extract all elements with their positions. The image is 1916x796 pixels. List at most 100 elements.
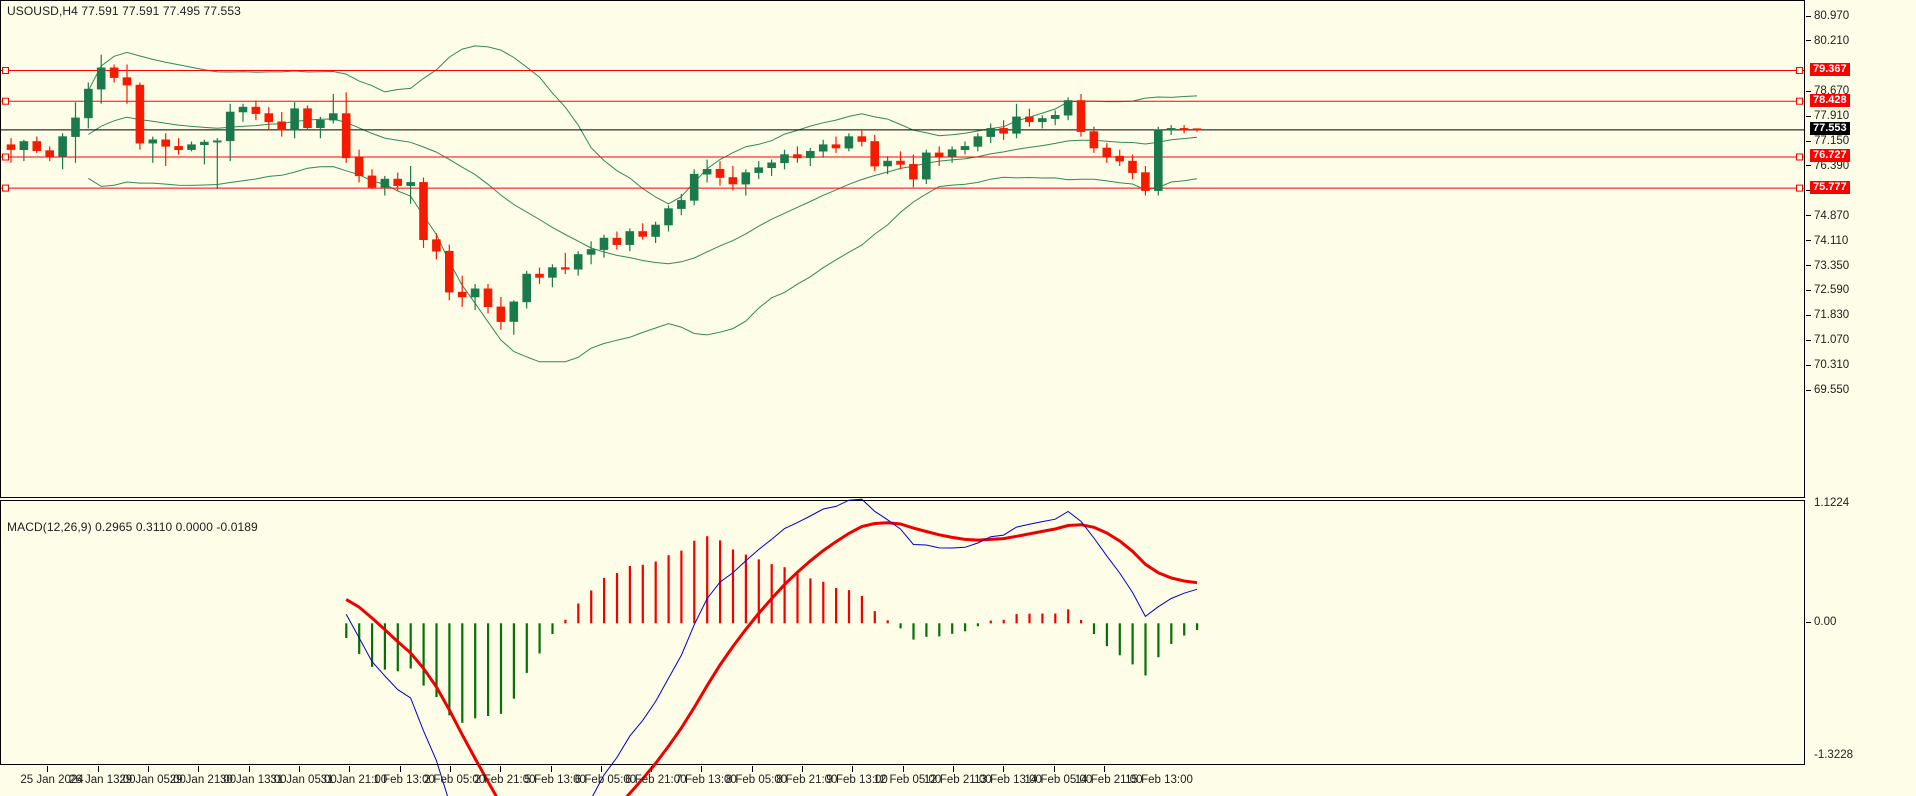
candlestick (264, 107, 274, 130)
candlestick (818, 139, 828, 158)
price-axis-tick: 73.350 (1806, 260, 1849, 272)
price-level-tag[interactable]: 76.727 (1810, 149, 1850, 163)
candle-body (251, 106, 261, 114)
macd-histogram-bar (590, 590, 593, 624)
candle-body (1076, 100, 1086, 132)
candlestick (664, 205, 673, 232)
price-axis-tick: 69.550 (1806, 384, 1849, 396)
macd-histogram-bar (706, 536, 709, 624)
price-level-handle[interactable] (1796, 67, 1803, 74)
candle-body (457, 291, 467, 298)
candlestick (251, 100, 261, 121)
candlestick (986, 123, 996, 144)
candle-body (651, 224, 660, 237)
candle-body (45, 150, 55, 157)
candlestick (754, 161, 764, 180)
candlestick (741, 169, 751, 196)
macd-histogram-bar (783, 567, 786, 624)
macd-histogram-bar (1054, 613, 1057, 624)
macd-histogram-bar (641, 564, 644, 624)
price-level-tag[interactable]: 78.428 (1810, 93, 1850, 107)
macd-histogram-bar (1015, 614, 1018, 624)
macd-histogram-bar (964, 623, 967, 632)
candlestick (444, 244, 454, 301)
candlestick (238, 103, 248, 122)
time-axis-tick (298, 766, 300, 772)
price-level-handle[interactable] (2, 153, 9, 161)
candlestick (844, 133, 854, 152)
candlestick (483, 283, 493, 314)
price-level-handle[interactable] (1796, 97, 1803, 105)
macd-histogram-bar (796, 573, 799, 624)
candlestick (6, 138, 16, 163)
macd-histogram-bar (564, 619, 567, 624)
candle-body (689, 173, 699, 201)
candle-body (1115, 155, 1124, 162)
macd-axis-tick: 1.1224 (1814, 497, 1850, 509)
macd-histogram-bar (1118, 623, 1121, 656)
macd-histogram-bar (847, 590, 851, 624)
macd-histogram-bar (499, 623, 503, 714)
candlestick (161, 133, 170, 166)
bollinger-lower-band (88, 166, 1198, 363)
price-chart-panel[interactable] (0, 0, 1805, 498)
price-level-handle[interactable] (2, 67, 9, 74)
candlestick (535, 267, 544, 284)
price-level-handle[interactable] (1796, 184, 1803, 192)
price-level-tag[interactable]: 79.367 (1810, 62, 1850, 76)
macd-histogram-bar (422, 623, 425, 686)
time-axis-label: 2 Feb 21:00 (474, 774, 536, 786)
price-level-handle[interactable] (2, 184, 9, 192)
candlestick (303, 105, 312, 130)
candle-body (960, 146, 970, 150)
time-axis-tick (248, 766, 250, 772)
candlestick (522, 270, 532, 309)
price-level-handle[interactable] (2, 97, 9, 105)
time-axis-tick (500, 766, 502, 772)
candle-body (432, 239, 441, 252)
macd-chart-canvas (345, 498, 1199, 796)
candlestick (71, 102, 80, 163)
price-axis-tick: 72.590 (1806, 284, 1849, 296)
candlestick (1063, 97, 1073, 121)
macd-histogram-bar (1144, 623, 1147, 676)
macd-indicator-panel[interactable] (0, 498, 1805, 796)
macd-histogram-bar (628, 566, 631, 624)
candle-body (1192, 128, 1202, 131)
candlestick (277, 112, 287, 137)
candlestick (58, 133, 67, 170)
candle-body (238, 106, 248, 113)
candle-body (947, 149, 957, 157)
macd-histogram-bar (951, 623, 954, 634)
candle-body (548, 267, 557, 278)
candle-body (702, 169, 712, 175)
macd-histogram-bar (925, 623, 928, 637)
candle-body (818, 144, 828, 152)
macd-histogram-bar (487, 623, 490, 716)
candlestick (548, 264, 557, 288)
price-level-handle[interactable] (1796, 153, 1803, 161)
price-axis[interactable]: 80.97080.21078.67077.91077.15076.39075.6… (1806, 0, 1916, 765)
macd-histogram-bar (474, 623, 477, 719)
macd-histogram-bar (1067, 609, 1070, 624)
time-axis-label: 15 Feb 13:00 (1125, 774, 1193, 786)
price-axis-tick: 76.390 (1806, 160, 1849, 172)
candle-body (599, 237, 609, 250)
candlestick (831, 136, 841, 153)
candlestick (290, 102, 299, 139)
candle-body (844, 136, 854, 149)
candlestick (677, 193, 686, 216)
candle-body (1141, 172, 1150, 191)
time-axis[interactable]: 25 Jan 2024 26 Jan 13:00 29 Jan 05:00 29 Ja… (0, 766, 1805, 796)
macd-histogram-bar (396, 623, 399, 672)
time-axis-label: 12 Feb 05:00 (873, 774, 942, 786)
macd-histogram-bar (551, 623, 554, 634)
candlestick (960, 141, 970, 155)
candlestick (187, 141, 196, 152)
candle-body (58, 136, 67, 157)
macd-histogram-bar (603, 577, 606, 624)
macd-histogram-bar (1041, 613, 1044, 624)
current-price-tag[interactable]: 77.553 (1810, 122, 1850, 136)
candle-body (560, 267, 570, 270)
price-level-tag[interactable]: 75.777 (1810, 180, 1850, 194)
